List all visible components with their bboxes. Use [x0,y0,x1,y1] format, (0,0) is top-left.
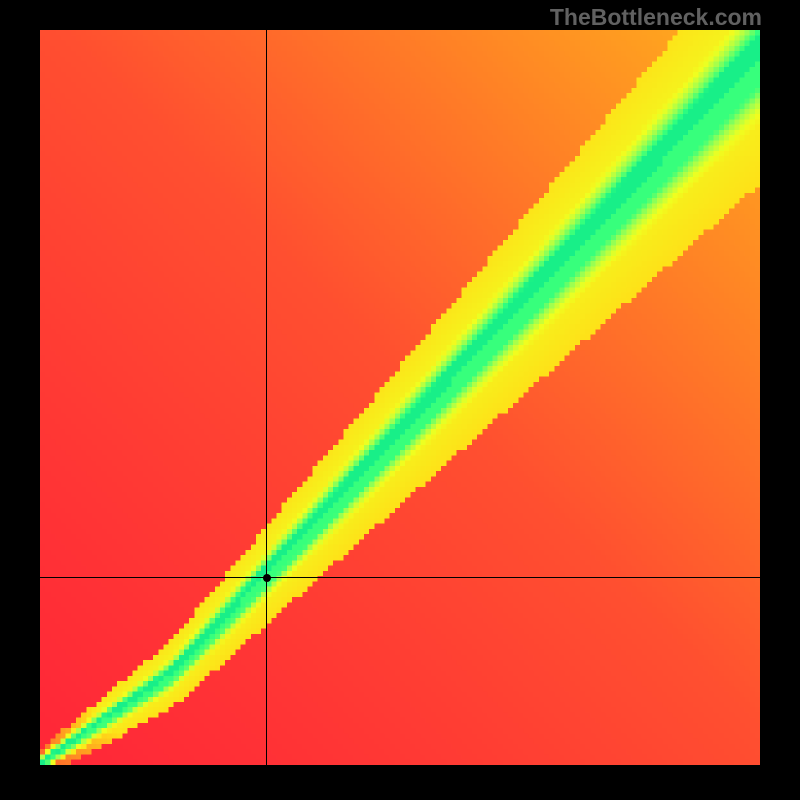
heatmap-canvas [40,30,760,765]
crosshair-dot [263,574,271,582]
heatmap-plot [40,30,760,765]
crosshair-vertical [266,30,267,765]
crosshair-horizontal [40,577,760,578]
watermark-text: TheBottleneck.com [550,4,762,31]
